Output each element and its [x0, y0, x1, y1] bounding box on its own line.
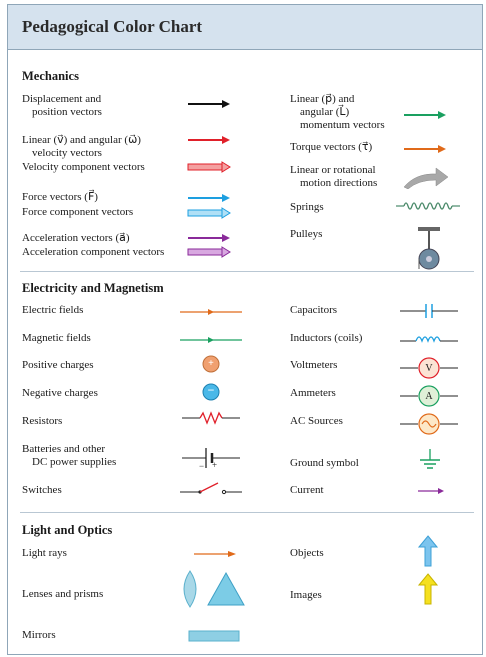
image-arrow-icon	[418, 573, 438, 605]
label-force: Force vectors (F⃗)	[22, 191, 98, 203]
label-negative-charges: Negative charges	[22, 387, 98, 399]
ammeter-letter: A	[425, 391, 433, 402]
label-velocity: Linear (v⃗) and angular (ω⃗) velocity vec…	[22, 134, 141, 159]
object-arrow-icon	[418, 535, 438, 567]
label-light-rays: Light rays	[22, 547, 67, 559]
displacement-vector-icon	[188, 100, 230, 108]
section-mechanics: Mechanics	[22, 69, 79, 83]
label-ac-sources: AC Sources	[290, 415, 343, 427]
ammeter-icon	[400, 385, 458, 407]
label-mirrors: Mirrors	[22, 629, 56, 641]
magnetic-field-line-icon	[180, 337, 242, 343]
label-torque: Torque vectors (τ⃗)	[290, 141, 373, 153]
resistor-icon	[182, 411, 240, 425]
label-momentum: Linear (p⃗) and angular (L⃗) momentum vect…	[290, 93, 385, 131]
section-electricity-magnetism: Electricity and Magnetism	[22, 281, 164, 295]
label-acceleration: Acceleration vectors (a⃗)	[22, 232, 130, 244]
acceleration-component-vector-icon	[187, 246, 231, 258]
battery-icon	[182, 448, 240, 468]
spring-icon	[396, 202, 460, 210]
ac-source-icon	[400, 413, 458, 435]
current-arrow-icon	[418, 488, 444, 494]
positive-charge-icon	[202, 355, 220, 373]
torque-vector-icon	[404, 145, 446, 153]
label-electric-fields: Electric fields	[22, 304, 84, 316]
title-bar: Pedagogical Color Chart	[8, 5, 482, 50]
force-component-vector-icon	[187, 207, 231, 219]
motion-direction-arrow-icon	[403, 167, 449, 189]
inductor-icon	[400, 336, 458, 343]
label-force-component: Force component vectors	[22, 206, 134, 218]
label-batteries: Batteries and other DC power supplies	[22, 443, 117, 468]
light-ray-icon	[194, 551, 236, 557]
velocity-component-vector-icon	[187, 161, 231, 173]
switch-icon	[180, 482, 242, 495]
force-vector-icon	[188, 194, 230, 202]
label-capacitors: Capacitors	[290, 304, 338, 316]
electric-field-line-icon	[180, 309, 242, 315]
label-positive-charges: Positive charges	[22, 359, 94, 371]
mirror-icon	[188, 630, 240, 642]
label-images: Images	[290, 589, 322, 601]
negative-charge-sign: −	[207, 383, 215, 397]
label-acceleration-component: Acceleration component vectors	[22, 246, 165, 258]
label-magnetic-fields: Magnetic fields	[22, 332, 91, 344]
label-springs: Springs	[290, 201, 324, 213]
acceleration-vector-icon	[188, 234, 230, 242]
battery-plus-sign: +	[212, 460, 218, 470]
label-voltmeters: Voltmeters	[290, 359, 338, 371]
chart-frame: Pedagogical Color Chart Mechanics Displa…	[7, 4, 483, 655]
label-lenses: Lenses and prisms	[22, 588, 104, 600]
label-objects: Objects	[290, 547, 324, 559]
ground-icon	[420, 449, 440, 469]
positive-charge-sign: +	[208, 358, 214, 369]
label-ammeters: Ammeters	[290, 387, 336, 399]
label-inductors: Inductors (coils)	[290, 332, 363, 344]
momentum-vector-icon	[404, 111, 446, 119]
label-pulleys: Pulleys	[290, 228, 323, 240]
label-resistors: Resistors	[22, 415, 63, 427]
voltmeter-letter: V	[425, 363, 433, 374]
negative-charge-icon	[202, 383, 220, 401]
page-title: Pedagogical Color Chart	[22, 17, 203, 36]
battery-minus-sign: −	[199, 461, 205, 471]
divider	[20, 271, 474, 272]
voltmeter-icon	[400, 357, 458, 379]
velocity-vector-icon	[188, 136, 230, 144]
divider	[20, 512, 474, 513]
label-displacement: Displacement and position vectors	[22, 93, 102, 118]
label-switches: Switches	[22, 484, 62, 496]
label-motion: Linear or rotational motion directions	[290, 164, 378, 189]
label-ground: Ground symbol	[290, 457, 359, 469]
pulley-icon	[418, 227, 440, 270]
capacitor-icon	[400, 304, 458, 318]
label-velocity-component: Velocity component vectors	[22, 161, 145, 173]
label-current: Current	[290, 484, 324, 496]
section-light-optics: Light and Optics	[22, 523, 113, 537]
lens-prism-icon	[183, 570, 245, 608]
